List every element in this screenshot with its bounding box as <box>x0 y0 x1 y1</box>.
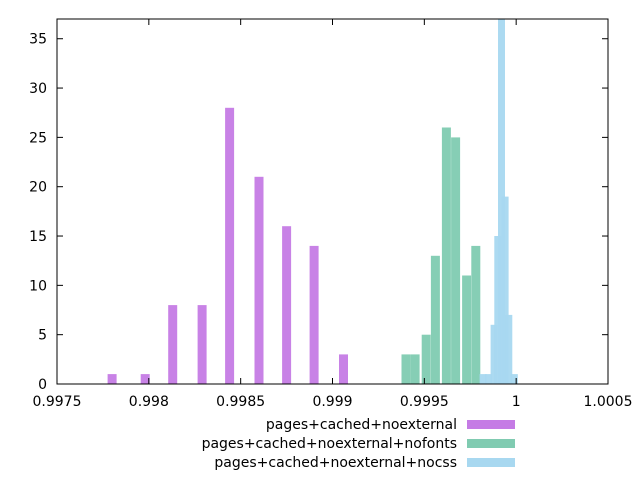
plot-frame <box>56 18 609 385</box>
bar-series-3-4 <box>494 236 502 384</box>
y-tick-label: 35 <box>29 32 47 48</box>
bar-series-2-3 <box>421 334 431 384</box>
bar-series-2-5 <box>441 127 451 384</box>
series-1-bars <box>107 107 348 385</box>
series-2-bars <box>401 127 481 384</box>
bar-series-1-9 <box>339 354 348 384</box>
bar-series-1-2 <box>140 374 150 384</box>
x-tick-label: 0.999 <box>312 394 352 410</box>
x-tick-label: 0.998 <box>129 394 169 410</box>
y-tick-label: 0 <box>38 377 47 393</box>
legend: pages+cached+noexternal pages+cached+noex… <box>202 417 515 471</box>
x-tick-label: 1 <box>512 394 521 410</box>
bar-series-2-7 <box>462 275 472 384</box>
x-tick-label: 0.9975 <box>33 394 82 410</box>
legend-label: pages+cached+noexternal+nocss <box>214 455 457 471</box>
bar-series-2-4 <box>430 255 440 384</box>
ticks-layer: 0.9975 0.998 0.9985 0.999 0.9995 1 1.0005 0 5 10 1… <box>29 19 633 410</box>
bar-series-3-5 <box>498 19 505 384</box>
bar-series-2-6 <box>451 137 461 384</box>
bar-series-3-8 <box>510 374 518 384</box>
y-tick-label: 30 <box>29 81 47 97</box>
bar-series-1-5 <box>225 107 235 385</box>
bar-series-3-6 <box>501 196 509 384</box>
bar-series-1-1 <box>107 374 117 384</box>
y-tick-label: 20 <box>29 180 47 196</box>
legend-label: pages+cached+noexternal+nofonts <box>202 436 457 452</box>
bar-series-1-7 <box>282 226 292 384</box>
bar-series-1-3 <box>168 305 178 384</box>
legend-swatch <box>467 458 515 467</box>
y-tick-label: 5 <box>38 328 47 344</box>
bar-series-1-8 <box>309 245 319 384</box>
bar-series-1-4 <box>197 305 207 384</box>
legend-label: pages+cached+noexternal <box>266 417 457 433</box>
y-tick-label: 10 <box>29 278 47 294</box>
x-tick-label: 0.9995 <box>400 394 449 410</box>
bar-series-3-7 <box>505 314 513 384</box>
bars-layer <box>107 19 518 385</box>
y-tick-label: 15 <box>29 229 47 245</box>
y-tick-label: 25 <box>29 130 47 146</box>
bar-series-3-3 <box>490 324 498 384</box>
bar-series-2-8 <box>471 245 481 384</box>
bar-series-2-1 <box>401 354 411 384</box>
bar-series-3-2 <box>485 374 493 384</box>
legend-swatch <box>467 420 515 429</box>
bar-series-1-6 <box>254 176 264 384</box>
bar-series-3-1 <box>479 374 487 384</box>
x-tick-label: 1.0005 <box>584 394 633 410</box>
bar-series-2-2 <box>410 354 420 384</box>
series-3-bars <box>479 19 518 384</box>
x-tick-label: 0.9985 <box>216 394 265 410</box>
legend-swatch <box>467 439 515 448</box>
